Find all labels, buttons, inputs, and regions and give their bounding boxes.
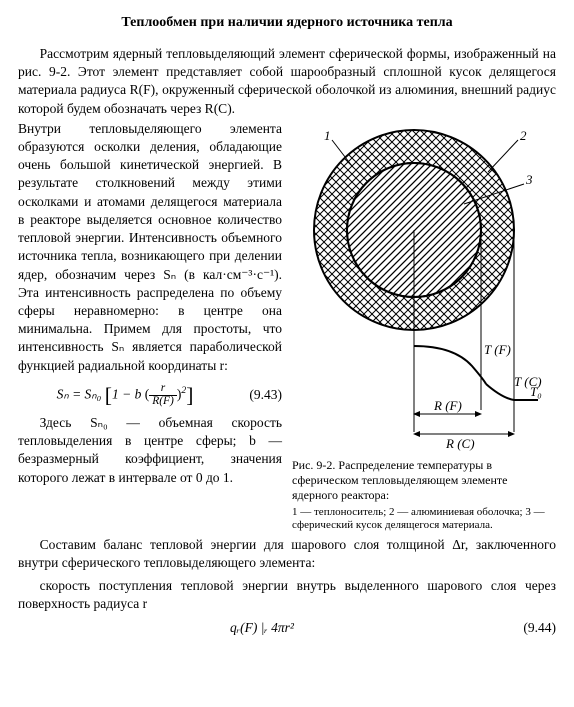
equation-9-44: qᵣ(F) |ᵣ 4πr² (9.44) <box>18 619 556 637</box>
eq-frac-den: R(F) <box>149 396 177 407</box>
fig-T-F: T (F) <box>484 342 511 357</box>
eq-bracket-l: [ <box>105 383 112 407</box>
fig-label-1: 1 <box>324 128 331 143</box>
fig-R-C: R (C) <box>445 436 475 451</box>
equation-9-43: Sₙ = Sₙ₀ [1 − b (rR(F))2] (9.43) <box>18 381 282 410</box>
eq-9-44-number: (9.44) <box>506 619 556 637</box>
text-figure-row: Внутри тепловыделяющего элемента образую… <box>18 120 556 532</box>
paragraph-balance: Составим баланс тепловой энергии для шар… <box>18 536 556 572</box>
section-heading: Теплообмен при наличии ядерного источник… <box>18 14 556 33</box>
eq-9-43-number: (9.43) <box>232 386 282 404</box>
paragraph-rate-in: скорость поступления тепловой энергии вн… <box>18 577 556 613</box>
figure-svg: 1 2 3 T (F) T (C) T₀ R (F) <box>292 122 548 452</box>
fig-label-2: 2 <box>520 128 527 143</box>
left-paragraph-2: Здесь Sₙ₀ — объемная скорость тепловыдел… <box>18 414 282 487</box>
fig-R-F: R (F) <box>433 398 462 413</box>
figure-9-2: 1 2 3 T (F) T (C) T₀ R (F) <box>292 122 556 532</box>
eq-lhs: Sₙ = Sₙ₀ <box>57 387 102 402</box>
left-paragraph-1: Внутри тепловыделяющего элемента образую… <box>18 120 282 375</box>
eq-one-b: 1 − b <box>112 387 141 402</box>
fig-label-3: 3 <box>525 172 533 187</box>
eq-bracket-r: ] <box>186 383 193 407</box>
left-column: Внутри тепловыделяющего элемента образую… <box>18 120 282 532</box>
intro-paragraph: Рассмотрим ядерный тепловыделяющий элеме… <box>18 45 556 118</box>
eq-9-44-body: qᵣ(F) |ᵣ 4πr² <box>18 619 506 637</box>
eq-9-43-body: Sₙ = Sₙ₀ [1 − b (rR(F))2] <box>18 381 232 410</box>
fig-T-0: T₀ <box>530 384 542 399</box>
figure-caption-sub: 1 — теплоноситель; 2 — алюминиевая оболо… <box>292 506 556 532</box>
right-column: 1 2 3 T (F) T (C) T₀ R (F) <box>292 120 556 532</box>
figure-caption-main: Рис. 9-2. Распределение температуры в сф… <box>292 458 556 503</box>
